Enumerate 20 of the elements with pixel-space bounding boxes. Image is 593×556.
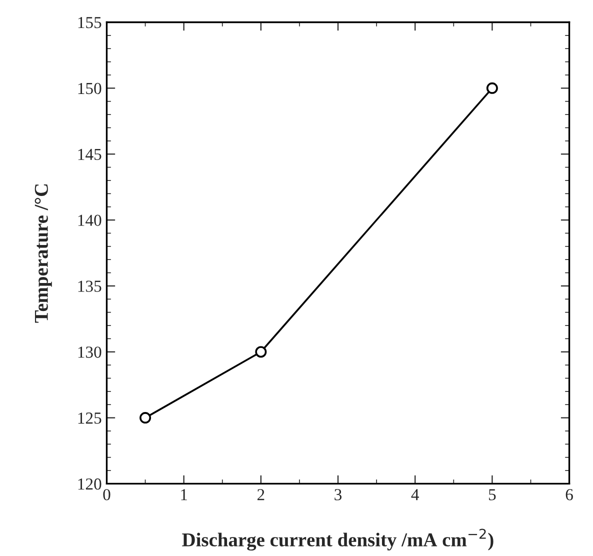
point [486, 82, 498, 94]
y-tick-label: 150 [78, 82, 102, 94]
y-tick-label: 130 [78, 346, 102, 358]
x-axis-title: Discharge current density /mA cm$^{−2}$) [182, 528, 494, 551]
point [140, 412, 152, 424]
x-tick-label: 2 [257, 489, 264, 500]
x-tick-label: 1 [181, 489, 187, 500]
x-tick-label: 6 [566, 489, 573, 500]
x-tick-label: 0 [103, 489, 110, 500]
y-tick-label: 140 [78, 214, 102, 226]
y-tick-label: 120 [78, 478, 102, 490]
y-tick-label: 125 [78, 412, 102, 424]
y-tick-label: 145 [78, 148, 102, 160]
y-axis-title: Temperature /°C [34, 184, 52, 323]
y-tick-label: 155 [78, 17, 102, 28]
y-tick-label: 135 [78, 280, 102, 292]
point [255, 346, 267, 358]
x-tick-label: 4 [411, 489, 420, 500]
x-tick-label: 3 [334, 489, 342, 500]
x-tick-label: 5 [488, 489, 496, 500]
